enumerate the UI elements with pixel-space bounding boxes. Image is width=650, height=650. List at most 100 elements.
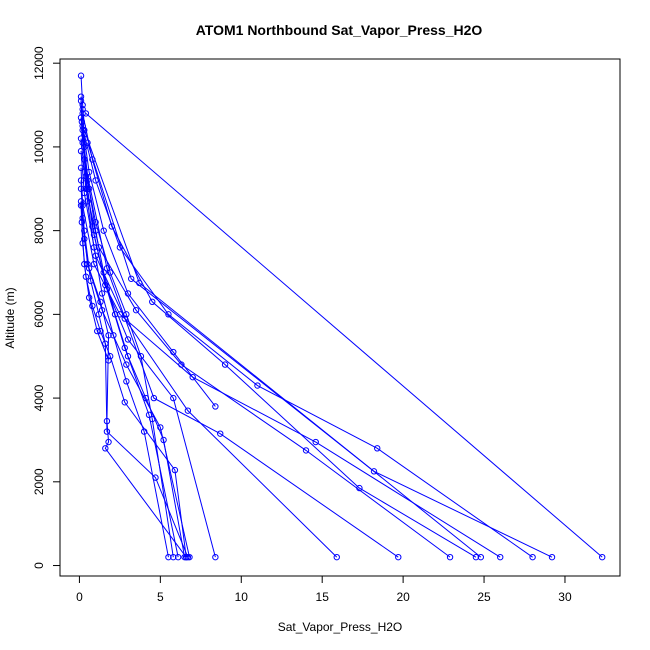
x-axis-label: Sat_Vapor_Press_H2O	[278, 620, 403, 634]
data-point	[165, 311, 172, 318]
data-point	[124, 353, 132, 360]
data-point	[157, 424, 164, 431]
series-line	[83, 130, 482, 558]
data-point	[477, 553, 485, 561]
data-point	[102, 340, 109, 347]
data-point	[124, 336, 132, 343]
data-point	[170, 553, 177, 561]
data-point	[81, 126, 88, 134]
data-point	[189, 373, 196, 381]
data-point	[79, 110, 86, 117]
data-point	[79, 106, 86, 113]
series-line	[82, 109, 179, 558]
data-point	[446, 553, 454, 561]
data-point	[132, 306, 140, 314]
data-point	[77, 93, 85, 100]
data-point	[81, 260, 88, 268]
data-point	[97, 298, 104, 305]
series-11	[81, 156, 402, 561]
data-point	[548, 553, 556, 561]
data-point	[184, 407, 192, 414]
data-point	[103, 265, 111, 272]
x-tick-label: 20	[396, 590, 410, 604]
data-point	[170, 394, 177, 402]
data-point	[82, 185, 90, 192]
data-point	[105, 357, 112, 364]
x-tick-label: 25	[477, 590, 491, 604]
series-line	[82, 125, 216, 407]
series-20	[78, 219, 112, 364]
data-point	[472, 553, 480, 561]
series-line	[81, 222, 110, 361]
data-point	[77, 97, 85, 105]
data-point	[77, 202, 85, 209]
data-point	[149, 415, 156, 423]
series-7	[81, 131, 536, 561]
data-point	[136, 279, 143, 287]
data-point	[302, 447, 310, 454]
data-point	[87, 277, 94, 285]
series-line	[80, 167, 501, 558]
data-point	[95, 311, 103, 318]
data-point	[105, 438, 112, 446]
data-point	[212, 553, 219, 561]
data-point	[312, 438, 319, 446]
data-point	[599, 553, 606, 561]
x-tick-label: 5	[157, 590, 164, 604]
x-tick-label: 10	[235, 590, 249, 604]
data-point	[529, 553, 536, 561]
data-point	[77, 72, 85, 79]
plot-frame	[59, 58, 621, 577]
data-point	[374, 445, 381, 452]
data-point	[81, 156, 88, 163]
data-point	[171, 466, 179, 474]
data-point	[183, 553, 190, 561]
data-point	[395, 553, 402, 561]
data-point	[110, 332, 117, 339]
y-tick-label: 4000	[32, 384, 46, 411]
data-point	[100, 227, 107, 234]
data-point	[90, 231, 98, 239]
data-point	[82, 110, 90, 117]
data-point	[212, 403, 219, 410]
series-line	[80, 117, 174, 558]
x-tick-label: 0	[76, 590, 83, 604]
data-point	[106, 269, 114, 276]
data-point	[497, 553, 504, 561]
data-point	[123, 361, 130, 368]
data-point	[84, 198, 91, 205]
data-point	[165, 553, 172, 561]
x-tick-label: 30	[558, 590, 572, 604]
data-point	[254, 382, 261, 389]
data-point	[106, 353, 114, 360]
data-point	[94, 327, 101, 335]
y-tick-label: 0	[32, 562, 46, 569]
data-point	[79, 101, 86, 109]
data-point	[77, 135, 85, 142]
series-line	[83, 159, 399, 558]
series-2	[77, 93, 172, 561]
data-point	[103, 428, 111, 435]
data-point	[77, 177, 85, 184]
data-point	[89, 302, 96, 310]
y-tick-label: 10000	[32, 130, 46, 164]
data-point	[103, 286, 111, 293]
data-point	[95, 244, 103, 251]
series-13	[84, 139, 556, 561]
data-point	[85, 294, 93, 301]
x-tick-label: 15	[316, 590, 330, 604]
data-point	[77, 164, 85, 172]
y-axis-label: Altitude (m)	[3, 287, 17, 348]
series-line	[82, 113, 477, 558]
data-point	[105, 332, 112, 339]
series-layer	[77, 72, 606, 561]
y-axis: 0 2000 4000 6000 8000 10000 12000	[32, 46, 61, 569]
data-point	[121, 344, 128, 352]
data-point	[174, 553, 182, 561]
series-14	[81, 126, 485, 561]
data-point	[370, 468, 378, 475]
data-point	[128, 275, 135, 282]
series-15	[82, 110, 606, 561]
y-tick-label: 2000	[32, 468, 46, 495]
